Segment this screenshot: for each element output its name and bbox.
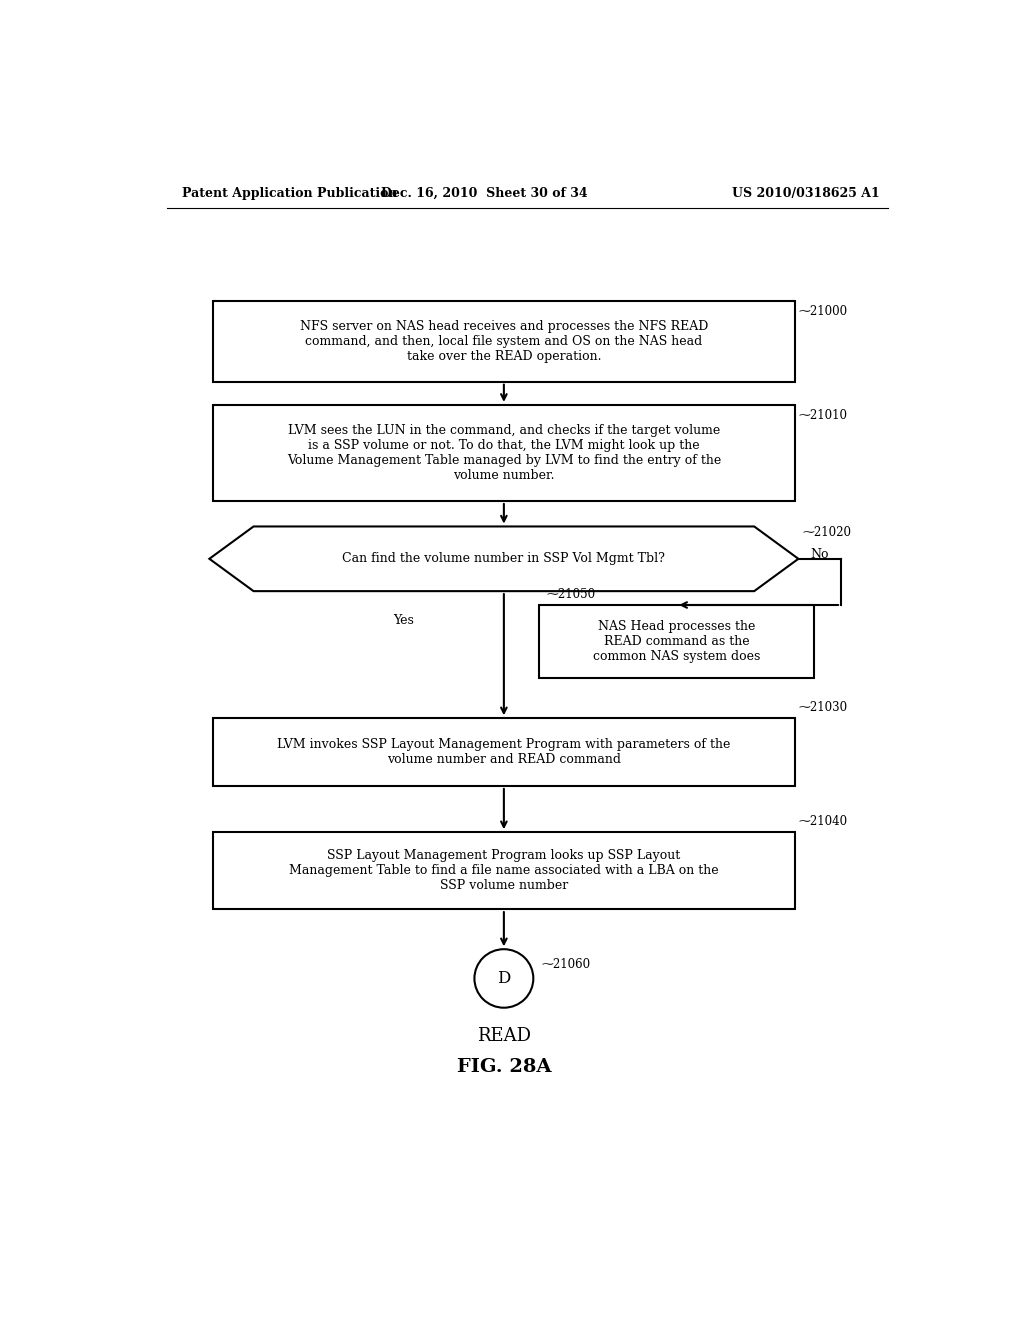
Text: ⁓21050: ⁓21050 xyxy=(547,589,596,601)
Bar xyxy=(213,301,795,381)
Text: ⁓21020: ⁓21020 xyxy=(802,527,851,540)
Text: ⁓21030: ⁓21030 xyxy=(799,701,848,714)
Bar xyxy=(539,605,814,678)
Text: READ: READ xyxy=(477,1027,530,1045)
Text: ⁓21040: ⁓21040 xyxy=(799,816,848,829)
Text: FIG. 28A: FIG. 28A xyxy=(457,1057,551,1076)
Text: LVM invokes SSP Layout Management Program with parameters of the
volume number a: LVM invokes SSP Layout Management Progra… xyxy=(278,738,730,766)
Text: US 2010/0318625 A1: US 2010/0318625 A1 xyxy=(732,186,880,199)
Text: SSP Layout Management Program looks up SSP Layout
Management Table to find a fil: SSP Layout Management Program looks up S… xyxy=(289,849,719,892)
Text: D: D xyxy=(498,970,511,987)
Bar xyxy=(213,405,795,502)
Text: Yes: Yes xyxy=(392,614,414,627)
Text: ⁓21060: ⁓21060 xyxy=(541,958,590,970)
Text: NAS Head processes the
READ command as the
common NAS system does: NAS Head processes the READ command as t… xyxy=(593,620,760,663)
Text: Dec. 16, 2010  Sheet 30 of 34: Dec. 16, 2010 Sheet 30 of 34 xyxy=(381,186,588,199)
Text: Can find the volume number in SSP Vol Mgmt Tbl?: Can find the volume number in SSP Vol Mg… xyxy=(342,552,666,565)
Circle shape xyxy=(474,949,534,1007)
Bar xyxy=(213,718,795,785)
Text: ⁓21010: ⁓21010 xyxy=(799,409,848,421)
Text: ⁓21000: ⁓21000 xyxy=(799,305,848,318)
Text: LVM sees the LUN in the command, and checks if the target volume
is a SSP volume: LVM sees the LUN in the command, and che… xyxy=(287,424,721,482)
Polygon shape xyxy=(209,527,799,591)
Text: Patent Application Publication: Patent Application Publication xyxy=(182,186,397,199)
Text: No: No xyxy=(810,548,828,561)
Text: NFS server on NAS head receives and processes the NFS READ
command, and then, lo: NFS server on NAS head receives and proc… xyxy=(300,319,708,363)
Bar xyxy=(213,832,795,909)
